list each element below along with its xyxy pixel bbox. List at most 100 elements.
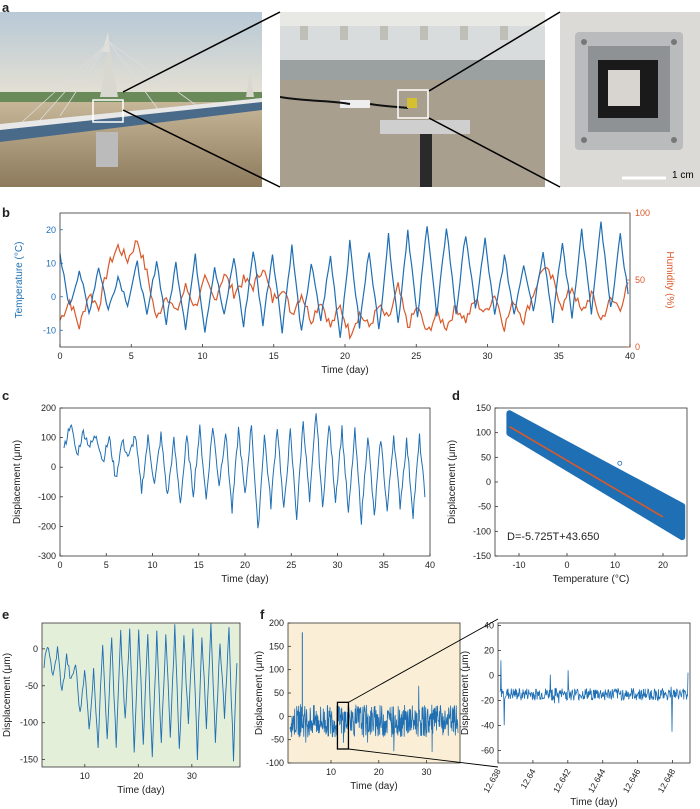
y-tick-label: 100 bbox=[41, 433, 56, 443]
series-displacement-line bbox=[43, 622, 238, 762]
y-tick-label: 200 bbox=[41, 403, 56, 413]
y-tick-label: 0 bbox=[33, 644, 38, 654]
photo-enclosure: 1 cm bbox=[560, 12, 700, 187]
x-tick-label: 15 bbox=[194, 560, 204, 570]
x-tick-label: 0 bbox=[564, 560, 569, 570]
x-tick-label: 35 bbox=[554, 351, 564, 361]
x-axis-label: Time (day) bbox=[570, 797, 617, 808]
enclosure-illustration bbox=[560, 12, 700, 187]
panel-letter-c: c bbox=[2, 388, 10, 403]
y-tick-label: 0 bbox=[51, 462, 56, 472]
x-tick-label: 12.644 bbox=[586, 767, 608, 795]
chart-c-displacement: 0 5 10 15 20 25 30 35 40 -300 -200 -100 0 100 200 Time … bbox=[12, 403, 435, 585]
zoom-series-line bbox=[499, 660, 689, 732]
y-axis-label-right: Humidity (%) bbox=[664, 251, 675, 308]
y-tick-label: 100 bbox=[269, 665, 284, 675]
x-tick-label: 20 bbox=[240, 560, 250, 570]
y-tick-label: 100 bbox=[476, 428, 491, 438]
chart-f-displacement: 10 20 30 -100 -50 0 50 100 150 200 Time (day) Displ… bbox=[254, 618, 691, 808]
y-tick-label: -40 bbox=[481, 721, 494, 731]
x-tick-label: 20 bbox=[133, 771, 143, 781]
x-tick-label: 40 bbox=[425, 560, 435, 570]
x-tick-label: 15 bbox=[269, 351, 279, 361]
x-tick-label: 40 bbox=[625, 351, 635, 361]
y-tick-label: 40 bbox=[484, 621, 494, 631]
y-tick-label: 50 bbox=[274, 688, 284, 698]
x-tick-label: 12.64 bbox=[518, 767, 537, 791]
zoom-connector-bottom bbox=[348, 748, 499, 768]
y-tick-label: -50 bbox=[478, 502, 491, 512]
chart-c-frame bbox=[59, 407, 431, 557]
y-tick-label: 50 bbox=[481, 452, 491, 462]
x-tick-label: 12.642 bbox=[551, 767, 573, 795]
zoom-connector-top bbox=[348, 618, 499, 703]
sensor-site-illustration bbox=[280, 12, 545, 187]
x-tick-label: 30 bbox=[422, 767, 432, 777]
y-tick-label: -20 bbox=[481, 696, 494, 706]
scale-bar-label: 1 cm bbox=[672, 170, 694, 181]
x-axis-label: Time (day) bbox=[321, 365, 368, 376]
x-tick-label: 30 bbox=[482, 351, 492, 361]
y-tick-label: 0 bbox=[51, 292, 56, 302]
series-temperature-line bbox=[59, 221, 629, 338]
y-tick-label: -10 bbox=[43, 325, 56, 335]
y-axis-label: Displacement (μm) bbox=[460, 651, 471, 735]
y-tick-label: -150 bbox=[20, 755, 38, 765]
y-axis-label: Displacement (μm) bbox=[447, 440, 458, 524]
y-tick-label: -50 bbox=[25, 681, 38, 691]
panel-letter-b: b bbox=[2, 205, 10, 220]
x-tick-label: 10 bbox=[147, 560, 157, 570]
y-tick-label: 0 bbox=[279, 711, 284, 721]
y-tick-label: -100 bbox=[473, 526, 491, 536]
y-tick-label: -150 bbox=[473, 551, 491, 561]
photo-sensor-site bbox=[280, 12, 545, 187]
x-tick-label: 12.638 bbox=[481, 767, 503, 795]
y-tick-label: 150 bbox=[269, 641, 284, 651]
panel-letter-f: f bbox=[260, 607, 265, 622]
chart-d-scatter: -10 0 10 20-150-100-50050100150D=-5.725T+43… bbox=[447, 403, 688, 585]
panel-letter-e: e bbox=[2, 607, 10, 622]
y-tick-label: -50 bbox=[271, 735, 284, 745]
series-displacement-line bbox=[63, 413, 426, 529]
panel-letter-a: a bbox=[2, 0, 10, 15]
x-tick-label: 35 bbox=[379, 560, 389, 570]
panel-letter-d: d bbox=[452, 388, 460, 403]
y-axis-label: Displacement (μm) bbox=[12, 440, 23, 524]
x-tick-label: 0 bbox=[57, 560, 62, 570]
y-tick-label: 200 bbox=[269, 618, 284, 628]
x-tick-label: 0 bbox=[57, 351, 62, 361]
y-tick-label: 0 bbox=[489, 671, 494, 681]
x-tick-label: 20 bbox=[374, 767, 384, 777]
y-tick-label: 0 bbox=[486, 477, 491, 487]
x-tick-label: 10 bbox=[610, 560, 620, 570]
x-tick-label: 30 bbox=[187, 771, 197, 781]
y-axis-label: Displacement (μm) bbox=[254, 651, 265, 735]
y-tick-label: 150 bbox=[476, 403, 491, 413]
y-axis-label: Displacement (μm) bbox=[2, 653, 13, 737]
y-tick-label: -200 bbox=[38, 521, 56, 531]
series-humidity-line bbox=[59, 240, 629, 341]
chart-e-frame bbox=[41, 622, 241, 768]
y-tick-label: 50 bbox=[635, 275, 645, 285]
y-tick-label: -100 bbox=[20, 718, 38, 728]
y-axis-label-left: Temperature (°C) bbox=[14, 242, 25, 319]
x-tick-label: -10 bbox=[512, 560, 525, 570]
x-tick-label: 25 bbox=[411, 351, 421, 361]
chart-e-displacement: 10 20 30 -150 -100 -50 0 Time (day) Displacement… bbox=[2, 622, 241, 796]
chart-f-background bbox=[288, 623, 460, 763]
chart-f-zoom-frame bbox=[497, 622, 691, 764]
x-tick-label: 12.648 bbox=[656, 767, 678, 795]
fit-equation-label: D=-5.725T+43.650 bbox=[507, 531, 599, 543]
x-tick-label: 10 bbox=[197, 351, 207, 361]
y-tick-label: -100 bbox=[266, 758, 284, 768]
y-tick-label: -60 bbox=[481, 746, 494, 756]
y-tick-label: 0 bbox=[635, 342, 640, 352]
x-tick-label: 5 bbox=[104, 560, 109, 570]
x-tick-label: 10 bbox=[326, 767, 336, 777]
x-tick-label: 10 bbox=[80, 771, 90, 781]
fit-line bbox=[508, 425, 664, 518]
chart-b-frame bbox=[59, 212, 631, 348]
x-tick-label: 5 bbox=[129, 351, 134, 361]
y-tick-label: 100 bbox=[635, 208, 650, 218]
y-tick-label: -300 bbox=[38, 551, 56, 561]
